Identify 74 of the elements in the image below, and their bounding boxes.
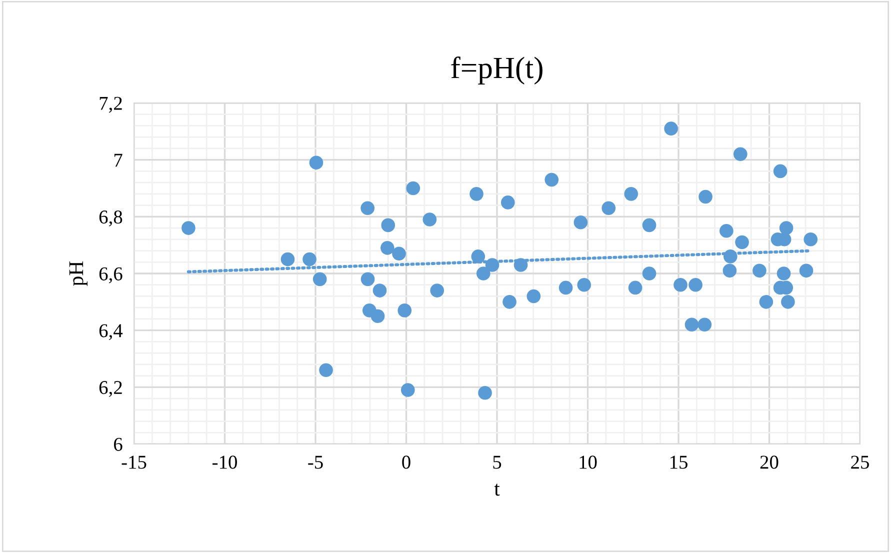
point xyxy=(577,278,592,292)
x-tick-label: -10 xyxy=(212,456,237,469)
y-tick-label: 6,4 xyxy=(99,324,123,340)
point xyxy=(674,278,688,292)
y-tick-label: 6,8 xyxy=(99,210,122,226)
point xyxy=(392,246,406,261)
point xyxy=(558,280,573,295)
point xyxy=(514,258,528,272)
point xyxy=(360,272,375,286)
point xyxy=(398,304,412,318)
point xyxy=(500,196,515,210)
point xyxy=(476,266,490,280)
point xyxy=(309,156,324,170)
x-tick-label: 5 xyxy=(493,456,502,469)
point xyxy=(799,264,814,278)
point xyxy=(319,363,333,378)
y-axis-title: pH xyxy=(69,261,88,286)
point xyxy=(804,232,818,246)
point xyxy=(380,241,394,255)
x-tick-label: -5 xyxy=(308,456,323,469)
point xyxy=(372,284,387,298)
point xyxy=(602,201,616,216)
point xyxy=(776,266,791,280)
point xyxy=(400,383,415,397)
point xyxy=(624,187,638,201)
y-tick-label: 6,6 xyxy=(99,267,122,284)
point xyxy=(544,172,559,187)
point xyxy=(698,190,712,204)
point xyxy=(724,250,738,264)
point xyxy=(470,187,484,201)
y-tick-label: 7,2 xyxy=(100,96,122,113)
point xyxy=(722,264,737,278)
point xyxy=(406,181,420,196)
x-tick-label: 10 xyxy=(580,456,597,469)
point xyxy=(302,252,316,266)
point xyxy=(471,250,486,264)
point xyxy=(502,295,516,309)
point xyxy=(381,218,396,232)
point xyxy=(720,224,734,238)
y-tick-label: 7 xyxy=(114,154,122,167)
point xyxy=(733,147,748,162)
point xyxy=(684,318,699,332)
point xyxy=(735,235,749,250)
point xyxy=(688,278,702,292)
point xyxy=(422,212,437,226)
point xyxy=(664,122,678,136)
point xyxy=(642,266,656,280)
point xyxy=(485,258,500,272)
point xyxy=(781,295,795,309)
point xyxy=(759,295,774,309)
x-axis-title: t xyxy=(494,484,500,496)
x-tick-label: 0 xyxy=(402,456,410,469)
x-tick-label: 15 xyxy=(670,456,688,469)
point xyxy=(280,252,295,266)
x-tick-label: -15 xyxy=(122,456,146,469)
x-tick-label: 25 xyxy=(851,456,869,469)
point xyxy=(526,289,541,304)
y-tick-label: 6,2 xyxy=(99,381,122,397)
point xyxy=(430,284,444,298)
point xyxy=(478,386,492,400)
point xyxy=(360,201,374,216)
y-tick-label: 6 xyxy=(114,438,122,451)
point xyxy=(773,164,788,178)
point xyxy=(574,215,588,230)
point xyxy=(752,264,766,278)
point xyxy=(312,272,327,286)
point xyxy=(628,280,642,295)
point xyxy=(642,218,656,232)
x-tick-label: 20 xyxy=(760,456,778,469)
point xyxy=(370,309,385,324)
point xyxy=(698,318,712,332)
point xyxy=(182,221,196,235)
chart-title: f=pH(t) xyxy=(451,56,542,85)
point xyxy=(779,221,794,235)
